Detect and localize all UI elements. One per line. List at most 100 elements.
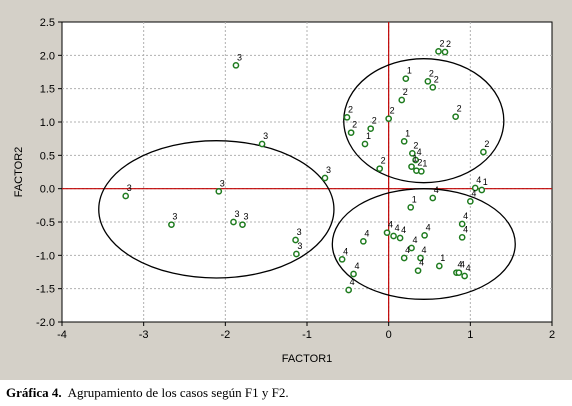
point-label: 1: [412, 194, 417, 204]
data-point: [343, 113, 351, 121]
point-label: 4: [457, 260, 462, 270]
y-tick-label: -1.5: [36, 284, 55, 296]
data-point: [480, 148, 487, 156]
point-label: 2: [417, 158, 422, 168]
data-point: [367, 125, 375, 133]
x-axis-title: FACTOR1: [282, 353, 333, 365]
figure-label: Gráfica 4.: [6, 385, 62, 400]
y-tick-label: -2.0: [36, 317, 55, 329]
figure-caption-text: Agrupamiento de los casos según F1 y F2.: [67, 385, 289, 400]
data-point: [408, 163, 415, 171]
data-point: [360, 237, 367, 245]
data-point: [424, 77, 432, 85]
point-label: 4: [460, 260, 465, 270]
data-point: [429, 194, 437, 202]
point-label: 1: [413, 154, 418, 164]
data-point: [122, 192, 130, 200]
data-point: [435, 47, 442, 55]
data-point: [258, 140, 266, 148]
data-point: [409, 149, 416, 157]
data-point: [429, 83, 437, 91]
y-tick-label: 1.0: [40, 117, 55, 129]
point-label: 4: [364, 228, 369, 238]
y-axis-title: FACTOR2: [13, 147, 25, 198]
data-point: [466, 197, 474, 205]
point-label: 3: [243, 212, 248, 222]
point-label: 1: [422, 158, 427, 168]
point-label: 2: [352, 120, 357, 130]
point-label: 2: [390, 106, 395, 116]
data-point: [417, 167, 425, 175]
data-point: [435, 262, 443, 270]
point-label: 4: [466, 263, 471, 273]
data-point: [455, 269, 463, 277]
data-point: [452, 113, 459, 121]
point-label: 2: [348, 104, 353, 114]
data-point: [361, 140, 369, 148]
point-label: 4: [388, 220, 393, 230]
point-label: 1: [407, 66, 412, 76]
data-point: [402, 75, 410, 83]
data-point: [347, 129, 355, 137]
data-point: [345, 286, 352, 294]
point-label: 4: [413, 235, 418, 245]
data-point: [408, 244, 415, 252]
data-point: [292, 236, 299, 244]
data-point: [383, 229, 391, 237]
data-point: [461, 272, 468, 280]
data-point: [385, 115, 393, 123]
point-label: 4: [426, 222, 431, 232]
point-label: 2: [439, 38, 444, 48]
point-label: 4: [405, 245, 410, 255]
y-tick-label: -0.5: [36, 217, 55, 229]
point-label: 4: [395, 223, 400, 233]
point-label: 4: [463, 224, 468, 234]
data-point: [215, 187, 223, 195]
point-label: 2: [434, 74, 439, 84]
point-label: 4: [401, 225, 406, 235]
point-label: 2: [446, 39, 451, 49]
point-label: 4: [419, 258, 424, 268]
data-point: [458, 233, 466, 241]
point-label: 2: [403, 87, 408, 97]
y-tick-label: 1.5: [40, 84, 55, 96]
data-point: [230, 218, 237, 226]
point-label: 3: [172, 212, 177, 222]
data-point: [407, 203, 415, 211]
x-tick-label: 1: [467, 329, 473, 341]
cluster-ellipse: [343, 58, 505, 184]
point-label: 3: [220, 178, 225, 188]
point-label: 1: [483, 177, 488, 187]
data-point: [458, 220, 466, 228]
data-point: [321, 174, 329, 182]
x-tick-label: -4: [57, 329, 67, 341]
x-tick-label: -2: [220, 329, 230, 341]
point-label: 2: [429, 68, 434, 78]
cluster-ellipse: [98, 140, 335, 279]
cluster-ellipses: [98, 58, 516, 300]
data-point: [396, 234, 404, 242]
data-point: [412, 156, 419, 164]
data-point: [441, 48, 449, 56]
point-label: 3: [297, 241, 302, 251]
x-tick-label: 2: [549, 329, 555, 341]
data-point: [239, 221, 246, 229]
data-point: [232, 61, 240, 69]
reference-lines: [62, 22, 552, 322]
point-label: 1: [440, 253, 445, 263]
point-label: 3: [237, 52, 242, 62]
point-label: 3: [297, 227, 302, 237]
point-label: 4: [463, 211, 468, 221]
data-point: [414, 267, 422, 275]
data-point: [400, 137, 408, 145]
point-label: 4: [476, 175, 481, 185]
y-tick-label: 2.0: [40, 50, 55, 62]
point-label: 3: [127, 183, 132, 193]
point-label: 4: [434, 185, 439, 195]
point-label: 1: [366, 131, 371, 141]
point-label: 3: [263, 131, 268, 141]
data-point: [350, 270, 357, 278]
